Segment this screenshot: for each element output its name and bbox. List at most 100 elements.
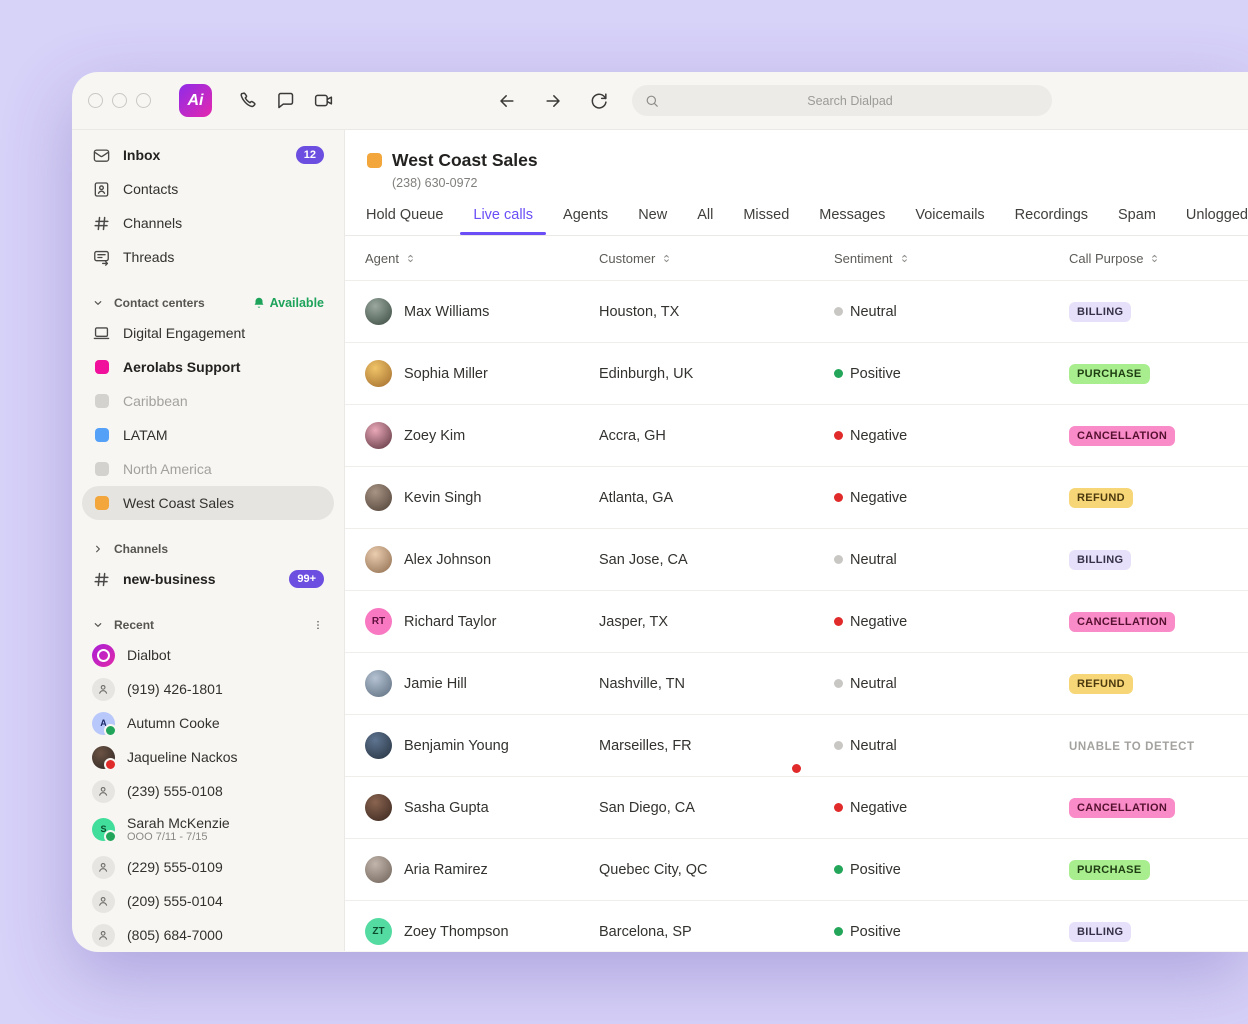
agent-name: Benjamin Young: [404, 737, 509, 754]
contact-center-west-coast-sales[interactable]: West Coast Sales: [82, 486, 334, 520]
purpose-cell: BILLING: [1069, 301, 1248, 322]
chevron-down-icon[interactable]: [92, 297, 104, 309]
table-row[interactable]: Aria Ramirez Quebec City, QC Positive PURCH…: [345, 839, 1248, 901]
agent-cell: Zoey Kim: [365, 422, 599, 449]
tab-agents[interactable]: Agents: [563, 207, 608, 235]
column-header-label: Call Purpose: [1069, 250, 1144, 266]
tab-live-calls[interactable]: Live calls: [460, 207, 546, 235]
sentiment-dot: [834, 307, 843, 316]
contact-center-digital-engagement[interactable]: Digital Engagement: [82, 316, 334, 350]
table-row[interactable]: Zoey Kim Accra, GH Negative CANCELLATION: [345, 405, 1248, 467]
hash-icon: [92, 570, 111, 589]
table-row[interactable]: Benjamin Young Marseilles, FR Neutral UNABL…: [345, 715, 1248, 777]
item-label: Aerolabs Support: [123, 358, 241, 375]
avatar: [92, 745, 117, 771]
search-bar[interactable]: [632, 85, 1052, 116]
traffic-light-minimize[interactable]: [112, 93, 127, 108]
sidebar-item-channels[interactable]: Channels: [82, 206, 334, 240]
recent-sarah-mckenzie[interactable]: S Sarah McKenzie OOO 7/11 - 7/15: [82, 808, 334, 850]
person-avatar-icon: [92, 779, 115, 803]
video-icon[interactable]: [304, 82, 342, 120]
contact-center-caribbean[interactable]: Caribbean: [82, 384, 334, 418]
tab-unlogged[interactable]: Unlogged: [1186, 207, 1248, 235]
availability-status[interactable]: Available: [252, 296, 324, 310]
sentiment-label: Neutral: [850, 737, 897, 754]
chevron-down-icon[interactable]: [92, 619, 104, 631]
recent-209-555-0104[interactable]: (209) 555-0104: [82, 884, 334, 918]
table-row[interactable]: ZT Zoey Thompson Barcelona, SP Positive BILL…: [345, 901, 1248, 951]
table-row[interactable]: Alex Johnson San Jose, CA Neutral BILLING: [345, 529, 1248, 591]
phone-icon[interactable]: [228, 82, 266, 120]
chat-icon[interactable]: [266, 82, 304, 120]
contact-center-north-america[interactable]: North America: [82, 452, 334, 486]
avatar-initials: A: [100, 717, 107, 728]
red-dot-indicator: [792, 764, 801, 773]
window-topbar: Ai: [72, 72, 1248, 130]
sidebar-item-inbox[interactable]: Inbox 12: [82, 138, 334, 172]
table-row[interactable]: RT Richard Taylor Jasper, TX Negative CANCEL…: [345, 591, 1248, 653]
avatar: [365, 670, 392, 697]
column-header-agent[interactable]: Agent: [365, 251, 599, 266]
contact-center-latam[interactable]: LATAM: [82, 418, 334, 452]
count-badge: 99+: [289, 570, 324, 588]
refresh-icon[interactable]: [580, 82, 618, 120]
search-icon: [644, 93, 660, 109]
traffic-light-close[interactable]: [88, 93, 103, 108]
table-row[interactable]: Jamie Hill Nashville, TN Neutral REFUND: [345, 653, 1248, 715]
sentiment-label: Positive: [850, 365, 901, 382]
recent-jaqueline-nackos[interactable]: Jaqueline Nackos: [82, 740, 334, 774]
sidebar-item-contacts[interactable]: Contacts: [82, 172, 334, 206]
agent-cell: Alex Johnson: [365, 546, 599, 573]
tab-all[interactable]: All: [697, 207, 713, 235]
hash-icon: [92, 214, 111, 233]
contact-center-aerolabs-support[interactable]: Aerolabs Support: [82, 350, 334, 384]
agent-name: Sasha Gupta: [404, 799, 489, 816]
forward-icon[interactable]: [534, 82, 572, 120]
tab-new[interactable]: New: [638, 207, 667, 235]
channels-header-label: Channels: [114, 542, 169, 556]
tab-voicemails[interactable]: Voicemails: [915, 207, 984, 235]
recent-autumn-cooke[interactable]: A Autumn Cooke: [82, 706, 334, 740]
tab-spam[interactable]: Spam: [1118, 207, 1156, 235]
tab-messages[interactable]: Messages: [819, 207, 885, 235]
agent-name: Jamie Hill: [404, 675, 467, 692]
inbox-icon: [92, 146, 111, 165]
column-header-sentiment[interactable]: Sentiment: [834, 251, 1069, 266]
agent-cell: Sasha Gupta: [365, 794, 599, 821]
purpose-cell: CANCELLATION: [1069, 425, 1248, 446]
sidebar-item-threads[interactable]: Threads: [82, 240, 334, 274]
tab-recordings[interactable]: Recordings: [1015, 207, 1088, 235]
back-icon[interactable]: [488, 82, 526, 120]
item-label: (805) 684-7000: [127, 926, 223, 943]
monitor-icon: [92, 324, 111, 343]
presence-dot: [104, 829, 117, 843]
color-swatch: [94, 360, 109, 374]
recent-919-426-1801[interactable]: (919) 426-1801: [82, 672, 334, 706]
table-row[interactable]: Sophia Miller Edinburgh, UK Positive PURCHA…: [345, 343, 1248, 405]
traffic-light-maximize[interactable]: [136, 93, 151, 108]
sentiment-label: Negative: [850, 489, 908, 506]
customer-cell: Atlanta, GA: [599, 489, 674, 506]
recent-805-684-7000[interactable]: (805) 684-7000: [82, 918, 334, 951]
tab-missed[interactable]: Missed: [743, 207, 789, 235]
column-header-customer[interactable]: Customer: [599, 251, 834, 266]
table-row[interactable]: Kevin Singh Atlanta, GA Negative REFUND: [345, 467, 1248, 529]
sentiment-cell: Positive: [834, 924, 1069, 940]
table-row[interactable]: Max Williams Houston, TX Neutral BILLING: [345, 281, 1248, 343]
avatar-initials: ZT: [372, 925, 385, 937]
avatar: [365, 298, 392, 325]
tab-hold-queue[interactable]: Hold Queue: [366, 207, 443, 235]
item-label: Digital Engagement: [123, 324, 246, 341]
search-input[interactable]: [660, 92, 1040, 109]
column-header-call-purpose[interactable]: Call Purpose: [1069, 251, 1248, 266]
agent-name: Zoey Kim: [404, 427, 466, 444]
channel-new-business[interactable]: new-business 99+: [82, 562, 334, 596]
recent-dialbot[interactable]: Dialbot: [82, 638, 334, 672]
chevron-right-icon[interactable]: [92, 543, 104, 555]
agent-cell: Sophia Miller: [365, 360, 599, 387]
recent-229-555-0109[interactable]: (229) 555-0109: [82, 850, 334, 884]
recent-239-555-0108[interactable]: (239) 555-0108: [82, 774, 334, 808]
table-row[interactable]: Sasha Gupta San Diego, CA Negative CANCELLA…: [345, 777, 1248, 839]
kebab-menu-icon[interactable]: [312, 619, 324, 631]
call-purpose-badge: REFUND: [1069, 673, 1133, 694]
